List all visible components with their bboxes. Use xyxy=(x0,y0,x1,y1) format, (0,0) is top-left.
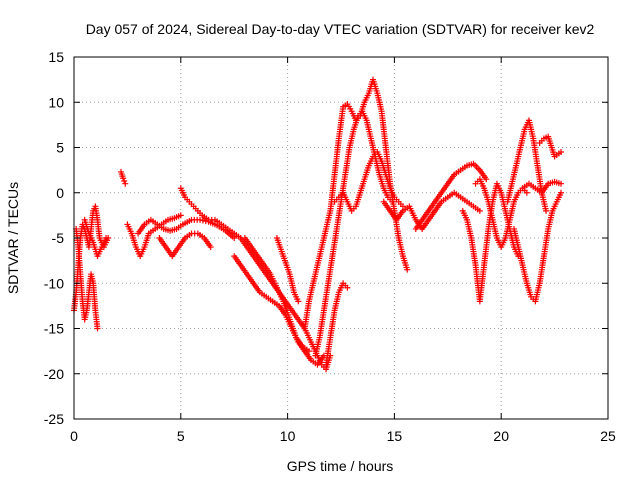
data-point xyxy=(197,216,204,223)
data-point xyxy=(344,284,351,291)
data-point xyxy=(543,207,550,214)
data-point xyxy=(120,175,127,182)
data-point xyxy=(558,180,565,187)
chart-title: Day 057 of 2024, Sidereal Day-to-day VTE… xyxy=(86,21,595,37)
data-point xyxy=(404,266,411,273)
data-point xyxy=(389,198,396,205)
data-point xyxy=(199,217,206,224)
x-tick-label: 10 xyxy=(280,428,296,444)
data-point xyxy=(202,218,209,225)
y-tick-label: -10 xyxy=(44,275,64,291)
y-tick-label: -25 xyxy=(44,411,64,427)
data-point xyxy=(295,298,302,305)
data-point xyxy=(476,207,483,214)
x-tick-labels: 0 5 10 15 20 25 xyxy=(70,428,616,444)
axis-ticks xyxy=(73,56,609,420)
data-point xyxy=(558,189,565,196)
data-point xyxy=(177,212,184,219)
data-points xyxy=(71,76,565,373)
data-point xyxy=(483,176,490,183)
y-tick-label: -20 xyxy=(44,366,64,382)
y-tick-label: 5 xyxy=(56,140,64,156)
x-tick-label: 5 xyxy=(177,428,185,444)
data-point xyxy=(207,244,214,251)
y-tick-label: -15 xyxy=(44,321,64,337)
data-point xyxy=(121,177,128,184)
x-tick-label: 25 xyxy=(600,428,616,444)
x-tick-label: 0 xyxy=(70,428,78,444)
x-tick-label: 15 xyxy=(387,428,403,444)
x-tick-label: 20 xyxy=(493,428,509,444)
y-tick-labels: -25 -20 -15 -10 -5 0 5 10 15 xyxy=(44,49,64,427)
data-point xyxy=(523,189,530,196)
data-point xyxy=(122,180,129,187)
x-axis-label: GPS time / hours xyxy=(287,458,394,474)
y-tick-label: -5 xyxy=(52,230,65,246)
data-point xyxy=(305,348,312,355)
data-point xyxy=(103,235,110,241)
y-tick-label: 15 xyxy=(48,49,64,65)
y-tick-label: 10 xyxy=(48,94,64,110)
data-point xyxy=(558,149,565,156)
y-tick-label: 0 xyxy=(56,185,64,201)
y-axis-label: SDTVAR / TECUs xyxy=(5,182,21,294)
data-point xyxy=(94,325,101,332)
